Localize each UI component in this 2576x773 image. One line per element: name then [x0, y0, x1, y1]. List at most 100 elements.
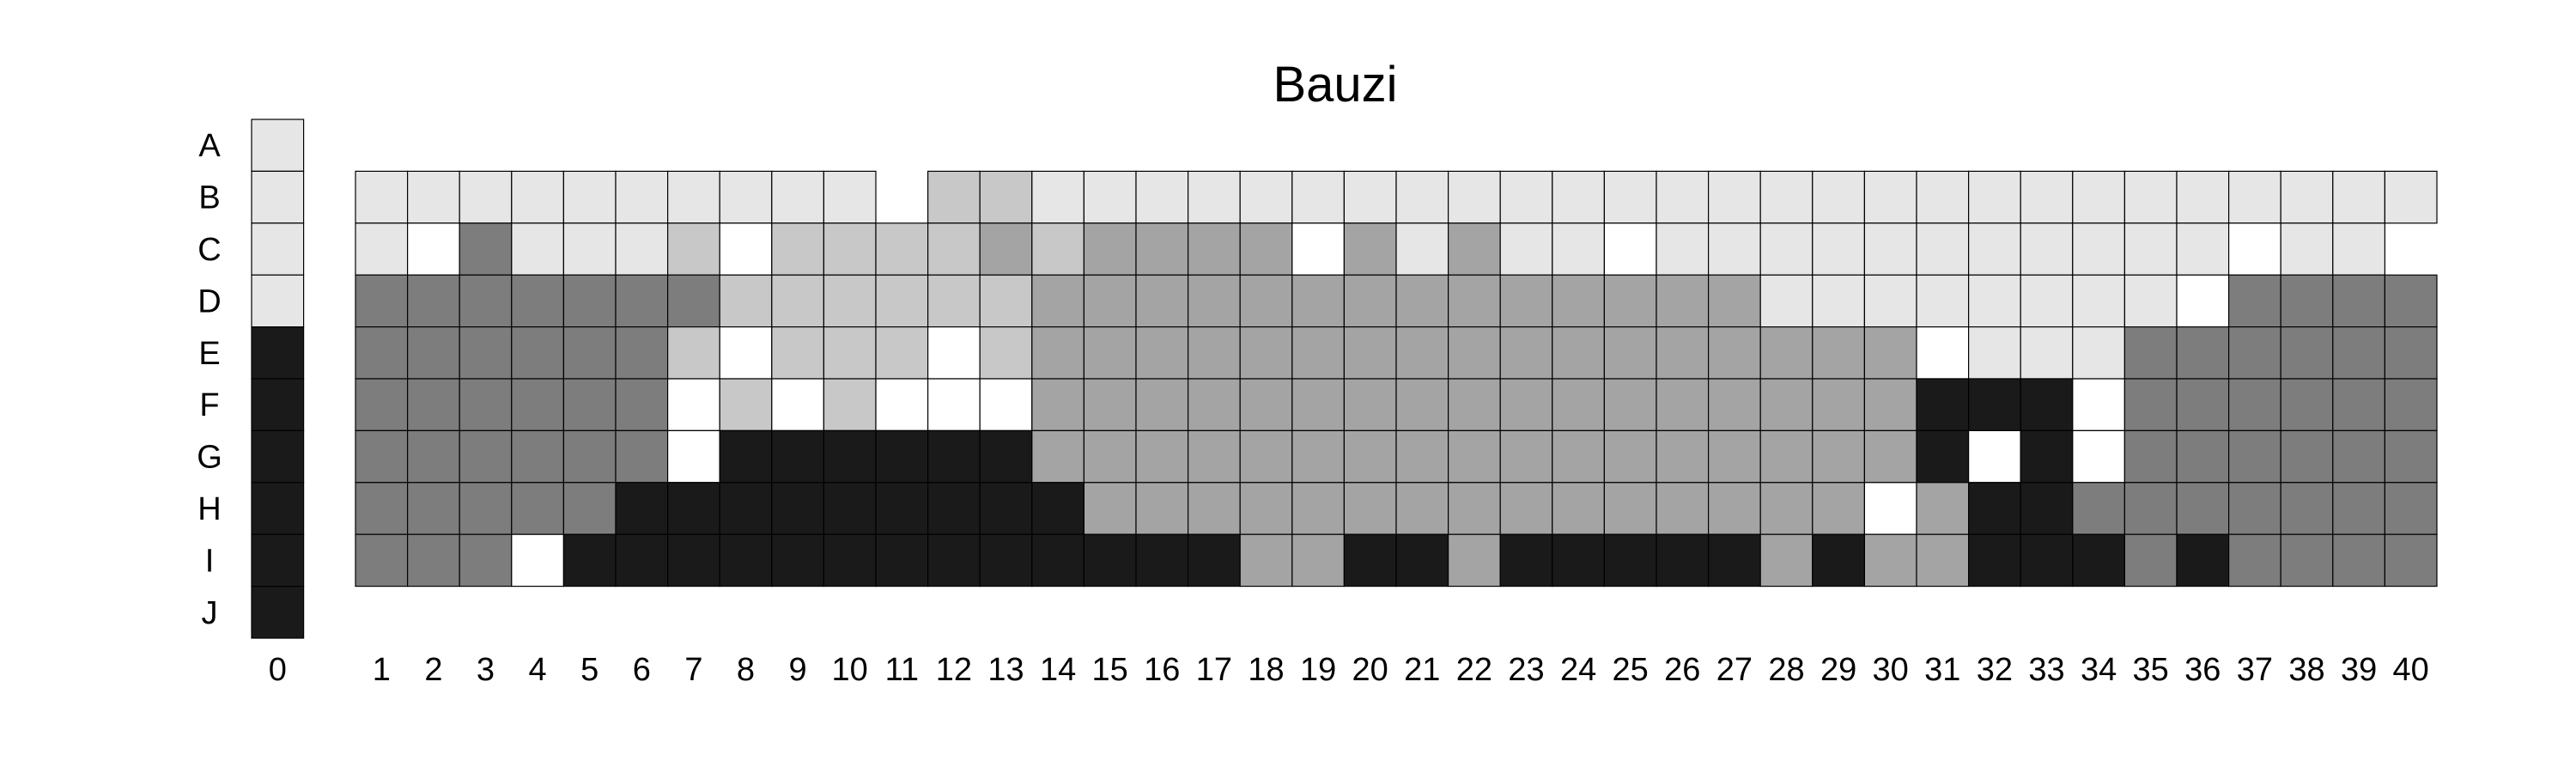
heatmap-cell-c-26	[1656, 222, 1710, 276]
heatmap-cell-i-4	[511, 533, 564, 587]
heatmap-cell-i-5	[562, 533, 617, 587]
column-label-40: 40	[2393, 652, 2429, 688]
heatmap-cell-g-40	[2384, 429, 2438, 484]
heatmap-cell-i-36	[2176, 533, 2230, 587]
heatmap-cell-b-25	[1603, 170, 1657, 224]
heatmap-cell-e-23	[1499, 326, 1553, 380]
heatmap-cell-e-35	[2123, 326, 2178, 380]
heatmap-cell-c-15	[1083, 222, 1137, 276]
heatmap-cell-d-20	[1343, 274, 1397, 328]
heatmap-cell-f-34	[2072, 378, 2126, 432]
heatmap-cell-h-38	[2280, 482, 2334, 535]
heatmap-cell-e-28	[1759, 326, 1814, 380]
heatmap-cell-d-29	[1812, 274, 1866, 328]
heatmap-cell-d-28	[1759, 274, 1814, 328]
heatmap-cell-c-11	[875, 222, 929, 276]
heatmap-cell-i-9	[771, 533, 824, 587]
heatmap-cell-e-17	[1187, 326, 1241, 380]
heatmap-cell-c-39	[2332, 222, 2386, 276]
heatmap-cell-h-4	[511, 482, 564, 535]
heatmap-cell-b-36	[2176, 170, 2230, 224]
heatmap-cell-e-31	[1916, 326, 1970, 380]
heatmap-cell-f-15	[1083, 378, 1137, 432]
heatmap-cell-g-4	[511, 429, 564, 484]
heatmap-cell-i-31	[1916, 533, 1970, 587]
column-label-2: 2	[424, 652, 442, 688]
heatmap-cell-c-21	[1395, 222, 1449, 276]
heatmap-cell-h-25	[1603, 482, 1657, 535]
heatmap-cell-b-2	[407, 170, 460, 224]
heatmap-cell-h-16	[1135, 482, 1189, 535]
column-label-35: 35	[2133, 652, 2169, 688]
column-label-11: 11	[885, 652, 919, 688]
heatmap-cell-d-36	[2176, 274, 2230, 328]
heatmap-cell-b-18	[1239, 170, 1293, 224]
heatmap-cell-f-33	[2020, 378, 2074, 432]
heatmap-cell-d-37	[2228, 274, 2281, 328]
heatmap-cell-f-19	[1291, 378, 1346, 432]
heatmap-cell-e-39	[2332, 326, 2386, 380]
heatmap-cell-i-17	[1187, 533, 1241, 587]
heatmap-cell-h-7	[666, 482, 720, 535]
row-label-a: A	[198, 128, 221, 164]
heatmap-cell-g-28	[1759, 429, 1814, 484]
heatmap-cell-g-36	[2176, 429, 2230, 484]
heatmap-cell-b-17	[1187, 170, 1241, 224]
heatmap-cell-d-17	[1187, 274, 1241, 328]
reference-cell-g	[251, 429, 305, 484]
heatmap-cell-b-15	[1083, 170, 1137, 224]
column-label-31: 31	[1924, 652, 1960, 688]
heatmap-cell-g-13	[979, 429, 1033, 484]
heatmap-cell-d-19	[1291, 274, 1346, 328]
heatmap-cell-i-12	[927, 533, 981, 587]
heatmap-cell-f-16	[1135, 378, 1189, 432]
heatmap-cell-f-23	[1499, 378, 1553, 432]
heatmap-cell-g-31	[1916, 429, 1970, 484]
heatmap-cell-c-38	[2280, 222, 2334, 276]
heatmap-cell-f-17	[1187, 378, 1241, 432]
heatmap-cell-h-29	[1812, 482, 1866, 535]
row-label-f: F	[199, 387, 219, 423]
column-label-21: 21	[1404, 652, 1440, 688]
heatmap-cell-d-16	[1135, 274, 1189, 328]
heatmap-cell-d-3	[459, 274, 513, 328]
heatmap-cell-d-23	[1499, 274, 1553, 328]
heatmap-cell-h-6	[615, 482, 669, 535]
reference-cell-b	[251, 170, 305, 224]
heatmap-cell-f-35	[2123, 378, 2178, 432]
heatmap-cell-h-27	[1707, 482, 1761, 535]
column-label-33: 33	[2028, 652, 2064, 688]
heatmap-cell-b-22	[1447, 170, 1501, 224]
heatmap-cell-i-30	[1863, 533, 1917, 587]
heatmap-cell-f-26	[1656, 378, 1710, 432]
heatmap-cell-i-28	[1759, 533, 1814, 587]
heatmap-cell-c-37	[2228, 222, 2281, 276]
heatmap-cell-h-3	[459, 482, 513, 535]
heatmap-cell-b-19	[1291, 170, 1346, 224]
heatmap-cell-c-29	[1812, 222, 1866, 276]
heatmap-cell-f-9	[771, 378, 824, 432]
heatmap-cell-i-15	[1083, 533, 1137, 587]
column-label-5: 5	[580, 652, 598, 688]
heatmap-cell-g-7	[666, 429, 720, 484]
heatmap-cell-c-10	[823, 222, 877, 276]
heatmap-cell-e-27	[1707, 326, 1761, 380]
heatmap-cell-c-23	[1499, 222, 1553, 276]
heatmap-cell-h-28	[1759, 482, 1814, 535]
column-label-0: 0	[269, 652, 287, 688]
heatmap-cell-i-7	[666, 533, 720, 587]
column-label-19: 19	[1300, 652, 1336, 688]
heatmap-cell-e-38	[2280, 326, 2334, 380]
heatmap-cell-g-3	[459, 429, 513, 484]
reference-cell-f	[251, 378, 305, 432]
heatmap-cell-f-6	[615, 378, 669, 432]
heatmap-cell-h-11	[875, 482, 929, 535]
heatmap-cell-d-31	[1916, 274, 1970, 328]
heatmap-cell-g-22	[1447, 429, 1501, 484]
heatmap-cell-e-13	[979, 326, 1033, 380]
heatmap-cell-i-19	[1291, 533, 1346, 587]
heatmap-cell-i-26	[1656, 533, 1710, 587]
heatmap-cell-h-10	[823, 482, 877, 535]
heatmap-cell-g-37	[2228, 429, 2281, 484]
